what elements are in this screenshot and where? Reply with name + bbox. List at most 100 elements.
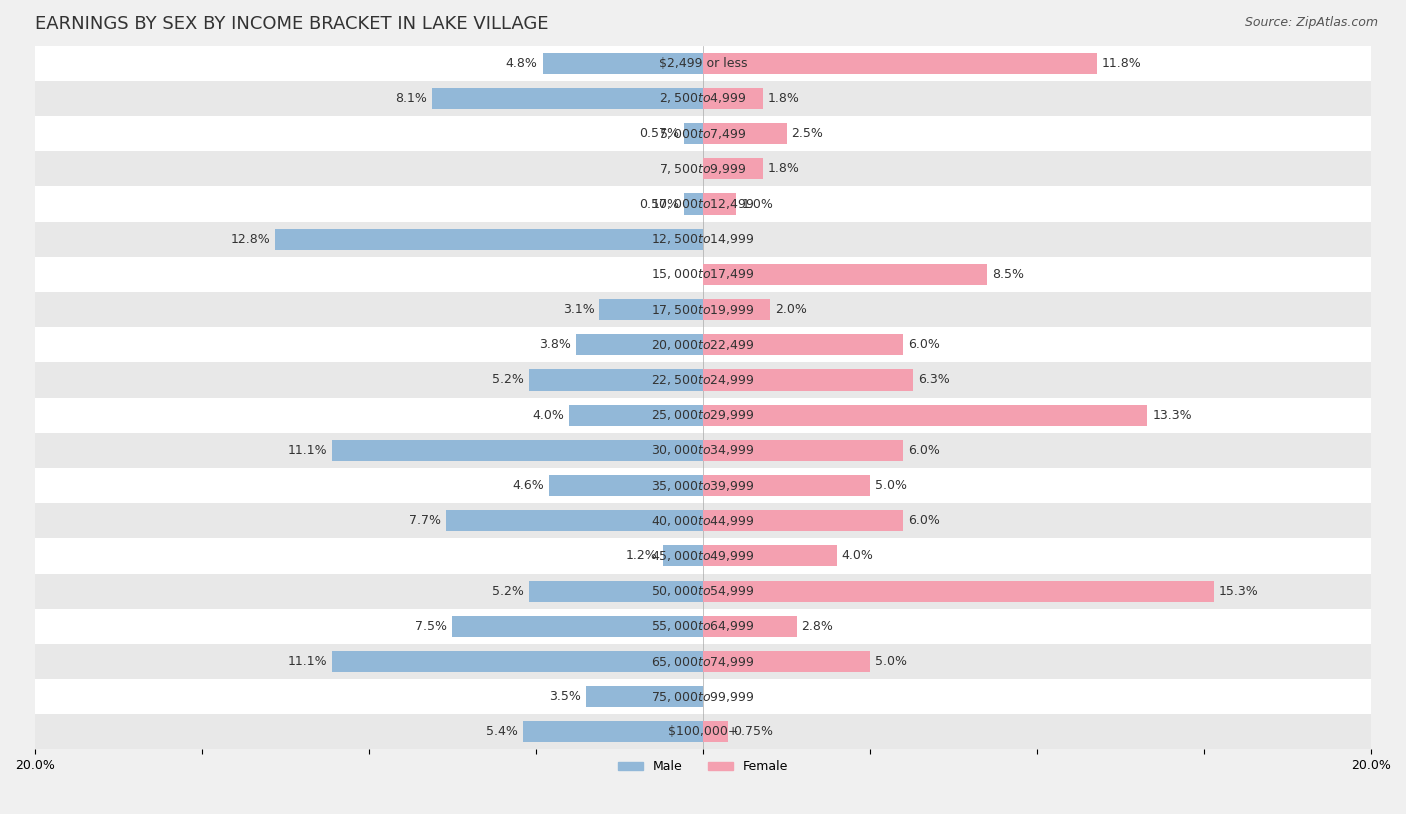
Text: $15,000 to $17,499: $15,000 to $17,499: [651, 268, 755, 282]
Text: $50,000 to $54,999: $50,000 to $54,999: [651, 584, 755, 598]
Bar: [662, 545, 703, 567]
Text: $55,000 to $64,999: $55,000 to $64,999: [651, 619, 755, 633]
Text: 5.4%: 5.4%: [485, 725, 517, 738]
Text: 5.0%: 5.0%: [875, 479, 907, 492]
Text: $65,000 to $74,999: $65,000 to $74,999: [651, 654, 755, 668]
Text: 7.5%: 7.5%: [415, 619, 447, 632]
Text: 8.1%: 8.1%: [395, 92, 427, 105]
Text: $35,000 to $39,999: $35,000 to $39,999: [651, 479, 755, 492]
Text: 2.5%: 2.5%: [792, 127, 824, 140]
Bar: [35, 503, 1371, 538]
Bar: [703, 510, 904, 532]
Bar: [703, 440, 904, 461]
Bar: [35, 397, 1371, 433]
Text: EARNINGS BY SEX BY INCOME BRACKET IN LAKE VILLAGE: EARNINGS BY SEX BY INCOME BRACKET IN LAK…: [35, 15, 548, 33]
Bar: [35, 715, 1371, 750]
Bar: [35, 116, 1371, 151]
Bar: [703, 721, 728, 742]
Text: 1.2%: 1.2%: [626, 549, 658, 562]
Bar: [35, 433, 1371, 468]
Bar: [523, 721, 703, 742]
Text: 5.0%: 5.0%: [875, 655, 907, 668]
Text: 1.8%: 1.8%: [768, 162, 800, 175]
Bar: [35, 679, 1371, 715]
Text: $100,000+: $100,000+: [668, 725, 738, 738]
Bar: [703, 123, 786, 144]
Text: 6.3%: 6.3%: [918, 374, 950, 387]
Bar: [35, 46, 1371, 81]
Text: 2.0%: 2.0%: [775, 303, 807, 316]
Bar: [703, 264, 987, 285]
Text: 11.1%: 11.1%: [288, 655, 328, 668]
Text: 8.5%: 8.5%: [993, 268, 1024, 281]
Text: 4.0%: 4.0%: [842, 549, 873, 562]
Text: 4.0%: 4.0%: [533, 409, 564, 422]
Text: 4.8%: 4.8%: [506, 57, 537, 70]
Bar: [576, 335, 703, 356]
Bar: [586, 686, 703, 707]
Bar: [683, 123, 703, 144]
Bar: [550, 475, 703, 496]
Text: $7,500 to $9,999: $7,500 to $9,999: [659, 162, 747, 176]
Text: 5.2%: 5.2%: [492, 584, 524, 597]
Bar: [703, 405, 1147, 426]
Text: 5.2%: 5.2%: [492, 374, 524, 387]
Text: 3.5%: 3.5%: [550, 690, 581, 703]
Text: $10,000 to $12,499: $10,000 to $12,499: [651, 197, 755, 211]
Bar: [35, 644, 1371, 679]
Bar: [703, 194, 737, 215]
Bar: [35, 468, 1371, 503]
Bar: [35, 256, 1371, 292]
Text: $22,500 to $24,999: $22,500 to $24,999: [651, 373, 755, 387]
Text: 2.8%: 2.8%: [801, 619, 834, 632]
Bar: [453, 615, 703, 637]
Text: 12.8%: 12.8%: [231, 233, 270, 246]
Text: 6.0%: 6.0%: [908, 444, 941, 457]
Bar: [35, 362, 1371, 397]
Text: 11.1%: 11.1%: [288, 444, 328, 457]
Bar: [703, 615, 797, 637]
Text: 6.0%: 6.0%: [908, 514, 941, 527]
Bar: [543, 53, 703, 74]
Text: 4.6%: 4.6%: [513, 479, 544, 492]
Bar: [35, 186, 1371, 221]
Text: Source: ZipAtlas.com: Source: ZipAtlas.com: [1244, 16, 1378, 29]
Text: $75,000 to $99,999: $75,000 to $99,999: [651, 689, 755, 704]
Bar: [276, 229, 703, 250]
Bar: [35, 574, 1371, 609]
Bar: [332, 440, 703, 461]
Bar: [703, 370, 914, 391]
Text: $25,000 to $29,999: $25,000 to $29,999: [651, 408, 755, 422]
Bar: [703, 158, 763, 179]
Bar: [569, 405, 703, 426]
Bar: [35, 538, 1371, 574]
Bar: [703, 475, 870, 496]
Bar: [703, 299, 770, 320]
Text: $30,000 to $34,999: $30,000 to $34,999: [651, 444, 755, 457]
Bar: [35, 81, 1371, 116]
Bar: [703, 580, 1213, 602]
Bar: [703, 545, 837, 567]
Text: 1.0%: 1.0%: [741, 198, 773, 211]
Text: $20,000 to $22,499: $20,000 to $22,499: [651, 338, 755, 352]
Text: $5,000 to $7,499: $5,000 to $7,499: [659, 127, 747, 141]
Text: 3.1%: 3.1%: [562, 303, 595, 316]
Bar: [529, 580, 703, 602]
Text: $17,500 to $19,999: $17,500 to $19,999: [651, 303, 755, 317]
Bar: [332, 651, 703, 672]
Bar: [683, 194, 703, 215]
Text: $2,499 or less: $2,499 or less: [659, 57, 747, 70]
Text: 0.57%: 0.57%: [638, 127, 679, 140]
Text: 6.0%: 6.0%: [908, 339, 941, 352]
Bar: [703, 88, 763, 109]
Bar: [35, 292, 1371, 327]
Bar: [703, 53, 1097, 74]
Text: $12,500 to $14,999: $12,500 to $14,999: [651, 232, 755, 246]
Legend: Male, Female: Male, Female: [613, 755, 793, 778]
Text: 0.75%: 0.75%: [733, 725, 773, 738]
Bar: [703, 651, 870, 672]
Text: 3.8%: 3.8%: [538, 339, 571, 352]
Text: $45,000 to $49,999: $45,000 to $49,999: [651, 549, 755, 563]
Text: $2,500 to $4,999: $2,500 to $4,999: [659, 91, 747, 106]
Bar: [35, 327, 1371, 362]
